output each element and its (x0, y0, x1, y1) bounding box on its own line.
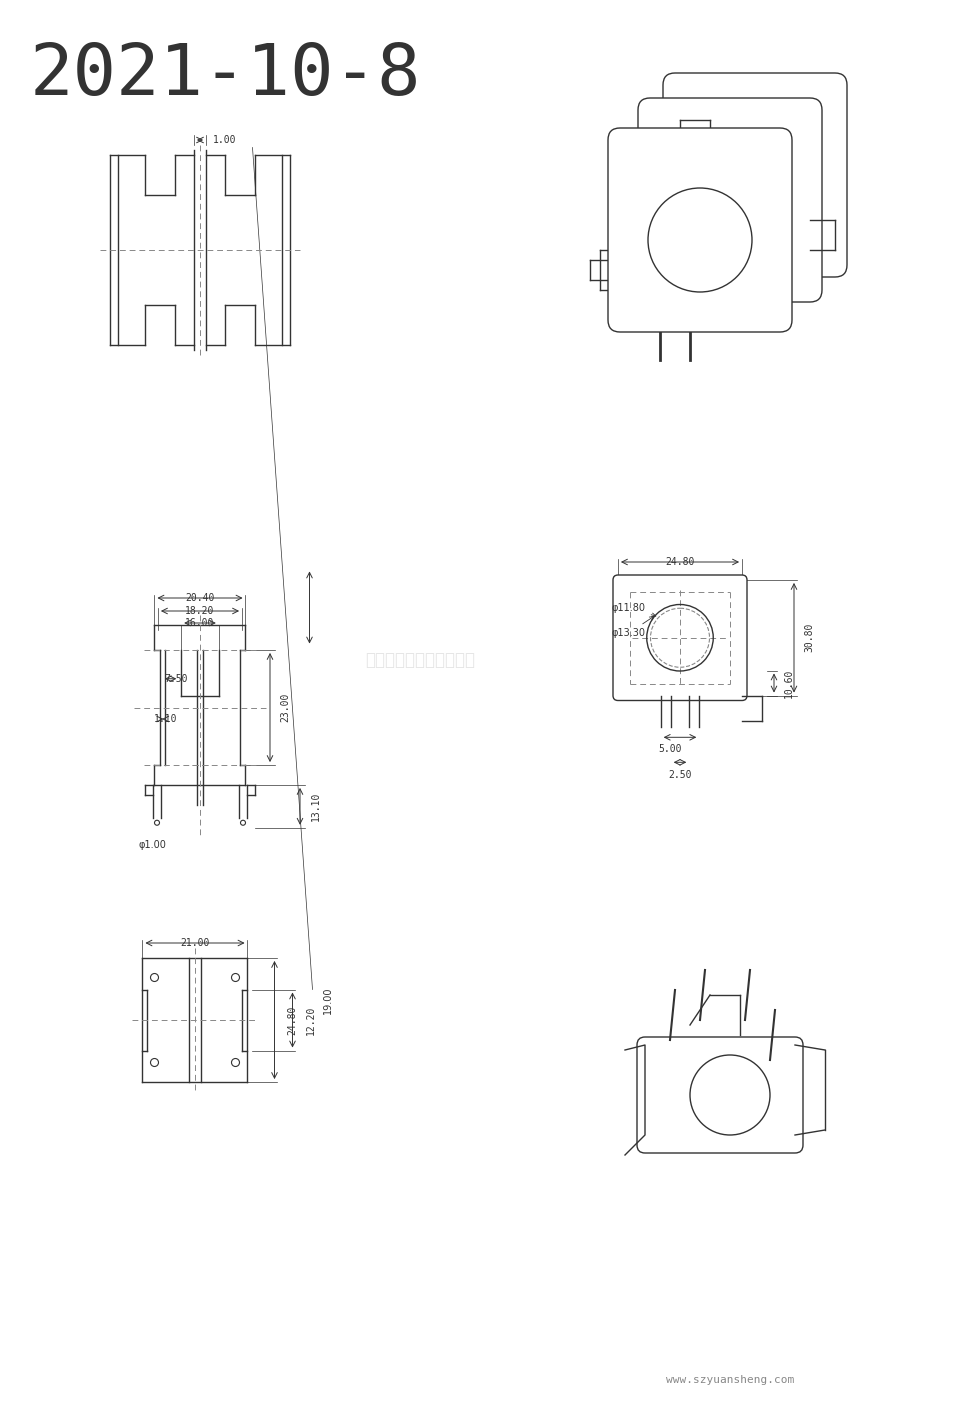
Text: 24.80: 24.80 (288, 1005, 297, 1035)
FancyBboxPatch shape (663, 73, 847, 277)
Text: 12.20: 12.20 (306, 1005, 315, 1035)
Text: 13.10: 13.10 (311, 792, 321, 821)
Text: 2021-10-8: 2021-10-8 (30, 40, 422, 110)
Text: 16.00: 16.00 (185, 618, 215, 628)
FancyBboxPatch shape (613, 575, 747, 701)
Text: 5.00: 5.00 (659, 745, 682, 755)
Text: φ13.30: φ13.30 (612, 616, 654, 638)
Text: 10.60: 10.60 (784, 669, 794, 698)
FancyBboxPatch shape (638, 98, 822, 303)
FancyBboxPatch shape (608, 128, 792, 332)
FancyBboxPatch shape (637, 1037, 803, 1153)
Text: 19.00: 19.00 (322, 986, 333, 1013)
Text: 30.80: 30.80 (804, 624, 814, 652)
Text: www.szyuansheng.com: www.szyuansheng.com (666, 1376, 794, 1386)
Text: 20.40: 20.40 (185, 594, 215, 604)
Text: 23.00: 23.00 (280, 694, 290, 722)
Text: 24.80: 24.80 (665, 557, 695, 567)
Text: φ1.00: φ1.00 (138, 839, 166, 849)
Text: φ11.80: φ11.80 (612, 604, 656, 616)
Text: 21.00: 21.00 (181, 938, 209, 948)
Text: 2.50: 2.50 (668, 771, 692, 781)
Text: 1.00: 1.00 (213, 136, 237, 146)
Text: 18.20: 18.20 (185, 606, 215, 616)
Text: 1.10: 1.10 (154, 714, 178, 723)
Text: 深圳市源升塑胶有限公司: 深圳市源升塑胶有限公司 (365, 651, 475, 669)
Text: 7.50: 7.50 (163, 674, 187, 684)
